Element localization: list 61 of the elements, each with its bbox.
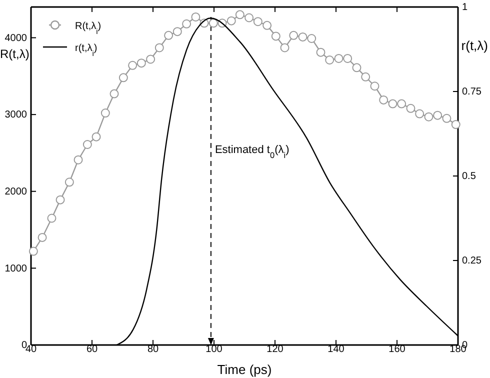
legend-label: R(t,λ$_{i}$)	[75, 21, 102, 36]
point	[118, 73, 128, 82]
point	[415, 109, 424, 118]
point	[38, 232, 47, 242]
point	[191, 12, 200, 22]
point	[280, 43, 290, 52]
y-tick-label: 4000	[4, 32, 28, 44]
point	[235, 10, 244, 20]
point	[442, 114, 452, 123]
point	[370, 82, 380, 91]
point	[271, 32, 280, 41]
y-tick-label: 1000	[4, 263, 28, 274]
point	[244, 13, 254, 22]
ref-line-label: Estimated t$_{0}$(λ$_{i}$)	[214, 144, 290, 160]
point	[289, 30, 298, 40]
point	[154, 43, 164, 52]
point	[397, 99, 406, 108]
y-axis-title: R(t,λ)	[0, 47, 30, 61]
point	[352, 63, 362, 72]
point	[406, 104, 416, 113]
point	[172, 27, 182, 36]
x-tick-label: 40	[25, 344, 37, 355]
x-axis-title: Time (ps)	[217, 362, 272, 377]
point	[424, 112, 434, 122]
legend-label: r(t,λ$_{i}$)	[75, 43, 98, 58]
point	[74, 155, 83, 164]
point	[92, 132, 101, 142]
point	[361, 72, 370, 82]
point	[110, 89, 119, 98]
point	[182, 19, 192, 28]
point	[164, 30, 174, 40]
point	[64, 178, 74, 187]
point	[56, 195, 65, 204]
y2-tick-label: 1	[462, 2, 468, 14]
point	[226, 16, 236, 26]
y2-tick-label: 0.25	[462, 256, 482, 267]
point	[253, 17, 262, 26]
y2-axis-title: r(t,λ)	[461, 38, 488, 53]
point	[28, 246, 38, 256]
point	[82, 140, 92, 150]
point	[433, 110, 442, 120]
point	[316, 48, 326, 57]
point	[146, 54, 156, 64]
point	[379, 95, 388, 104]
point	[136, 58, 146, 68]
point	[208, 18, 218, 28]
point	[343, 54, 352, 63]
point	[451, 120, 460, 130]
y2-tick-label: 0.5	[462, 171, 476, 182]
point	[388, 99, 398, 108]
point	[325, 56, 334, 65]
y-tick-label: 2000	[4, 186, 28, 198]
point	[128, 60, 138, 70]
point	[47, 214, 56, 223]
point	[100, 108, 110, 118]
point	[334, 54, 344, 63]
y2-tick-label: 0.75	[462, 86, 482, 98]
point	[298, 32, 308, 42]
point	[262, 20, 272, 30]
y-tick-label: 3000	[4, 110, 28, 121]
point	[307, 34, 316, 43]
